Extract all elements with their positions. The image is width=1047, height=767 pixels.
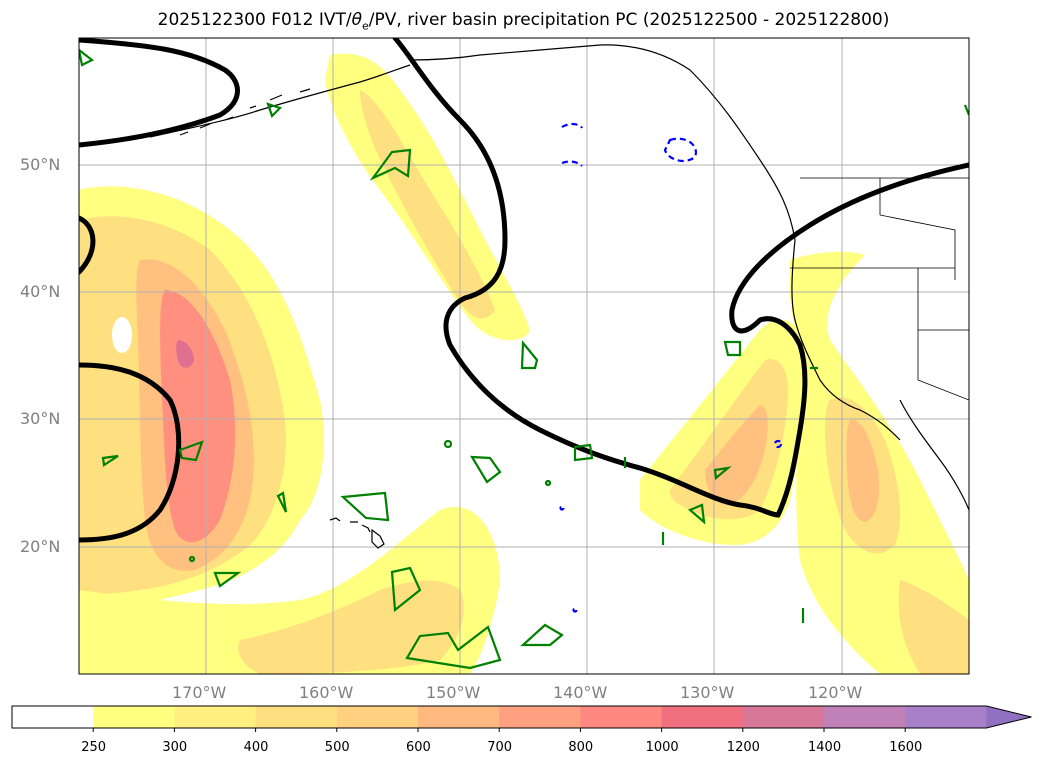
theta-contour-nw <box>79 38 240 148</box>
pv-contour-15 <box>390 566 422 613</box>
title-suffix: /PV, river basin precipitation PC (20251… <box>368 10 890 30</box>
colorbar-label-300: 300 <box>162 740 188 755</box>
map-title: 2025122300 F012 IVT/θe/PV, river basin p… <box>0 10 1047 32</box>
ivt-hole-west <box>112 317 132 353</box>
theta-contour-w-low <box>79 362 182 543</box>
lat-label-20: 20°N <box>20 537 61 556</box>
title-theta: θ <box>351 10 362 30</box>
pv-neg-6 <box>559 505 565 511</box>
coast-baja <box>899 399 969 511</box>
pv-contour-8 <box>276 491 288 513</box>
pv-contour-6 <box>178 440 204 462</box>
pv-contour-2 <box>266 102 283 119</box>
pv-dot-3 <box>544 479 552 487</box>
colorbar-extend-arrow <box>986 706 1032 728</box>
lon-label-120w: 120°W <box>808 683 863 702</box>
border-states-2 <box>879 214 969 401</box>
pv-contour-9 <box>340 491 390 522</box>
theta-e-contours <box>79 38 969 543</box>
ivt-shading <box>79 53 969 674</box>
colorbar-label-1000: 1000 <box>645 740 679 755</box>
colorbar-segment <box>336 706 419 728</box>
pv-line-5 <box>963 104 969 116</box>
colorbar-label-1200: 1200 <box>726 740 760 755</box>
pv-contour-4 <box>520 340 539 370</box>
ivt-fill-west-core <box>176 340 194 368</box>
colorbar-segment <box>905 706 987 728</box>
colorbar-segment <box>499 706 581 728</box>
pv-contour-10 <box>469 455 502 484</box>
coast-pnw <box>791 239 901 441</box>
ivt-fill-southeast-far <box>898 580 969 674</box>
pv-contour-16 <box>405 625 502 670</box>
colorbar <box>11 705 1032 732</box>
colorbar-label-400: 400 <box>243 740 269 755</box>
colorbar-label-1600: 1600 <box>889 740 923 755</box>
pv-contour-17 <box>520 623 564 647</box>
pv-contour-13 <box>713 466 732 481</box>
colorbar-label-700: 700 <box>487 740 513 755</box>
pv-contour-12 <box>687 503 706 525</box>
ivt-fill-east-ar-2 <box>669 359 789 520</box>
pv-dot-2 <box>188 555 196 563</box>
colorbar-segment <box>255 706 338 728</box>
lon-label-160w: 160°W <box>299 683 354 702</box>
colorbar-label-500: 500 <box>324 740 350 755</box>
pv-neg-3 <box>663 137 698 163</box>
lat-label-30: 30°N <box>20 409 61 428</box>
lon-label-140w: 140°W <box>553 683 608 702</box>
pv-contour-11 <box>573 443 594 462</box>
colorbar-segment <box>418 706 500 728</box>
lon-label-170w: 170°W <box>172 683 227 702</box>
theta-contour-central <box>392 38 969 518</box>
colorbar-segment <box>742 706 825 728</box>
colorbar-label-250: 250 <box>81 740 107 755</box>
pv-positive-contours <box>79 48 969 670</box>
pv-neg-2 <box>561 160 583 167</box>
pv-neg-4 <box>773 439 783 449</box>
pv-contour-3 <box>369 148 412 181</box>
pv-contour-14 <box>213 571 242 588</box>
title-theta-sub: e <box>362 19 369 33</box>
colorbar-segment <box>580 706 663 728</box>
coastlines <box>149 44 969 549</box>
lon-label-130w: 130°W <box>680 683 735 702</box>
pv-neg-5 <box>572 607 578 613</box>
pv-neg-1 <box>561 122 583 129</box>
graticule <box>79 38 969 674</box>
colorbar-segment <box>174 706 257 728</box>
pv-dot-1 <box>443 439 453 449</box>
pv-contour-7 <box>101 454 119 467</box>
colorbar-segment <box>12 706 94 728</box>
hawaii-islands <box>329 517 385 549</box>
pv-negative-contours <box>559 122 783 613</box>
ivt-fill-gulf-inner <box>360 90 495 319</box>
ivt-fill-hawaii-inner <box>238 580 464 674</box>
colorbar-label-1400: 1400 <box>808 740 842 755</box>
lon-label-150w: 150°W <box>426 683 481 702</box>
theta-contour-w-top <box>79 215 96 275</box>
pv-contour-5 <box>723 340 742 357</box>
colorbar-label-800: 800 <box>568 740 594 755</box>
colorbar-segment <box>93 706 175 728</box>
title-prefix: 2025122300 F012 IVT/ <box>157 10 352 30</box>
pv-contour-1 <box>79 48 95 67</box>
lat-label-40: 40°N <box>20 282 61 301</box>
colorbar-segment <box>824 706 906 728</box>
colorbar-outline <box>11 705 1032 729</box>
ivt-fill-southeast-3 <box>846 419 880 522</box>
lat-label-50: 50°N <box>20 155 61 174</box>
ivt-fill-east-ar-3 <box>705 405 768 505</box>
coast-alaska-peninsula <box>149 64 411 138</box>
plot-frame <box>78 37 970 675</box>
coast-alaska-south <box>409 44 796 241</box>
colorbar-segment <box>661 706 744 728</box>
aleutian-islands <box>179 88 311 136</box>
colorbar-label-600: 600 <box>406 740 431 755</box>
